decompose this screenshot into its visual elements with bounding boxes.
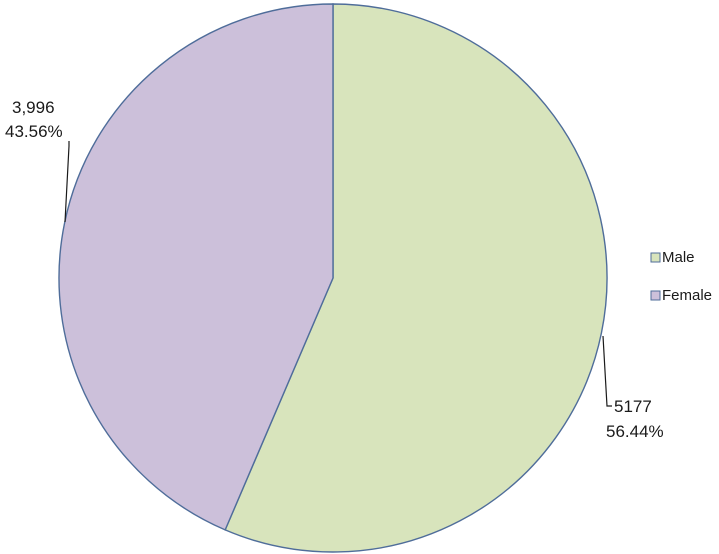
female-leader-line [64,141,70,223]
legend-swatch-male [650,252,661,263]
legend-item-male: Male [650,249,695,266]
legend-label-female: Female [662,287,712,304]
female-value-label: 3,996 [12,98,55,117]
legend-swatch-female [650,290,661,301]
female-callout: 3,996 43.56% [5,98,70,223]
pie-slice-male [224,3,608,553]
male-percent-label: 56.44% [606,422,664,441]
legend: Male Female [650,249,712,304]
pie-slices [58,3,608,553]
female-percent-label: 43.56% [5,122,63,141]
legend-item-female: Female [650,287,712,304]
pie-slice-female [58,3,334,531]
legend-label-male: Male [662,249,695,266]
male-value-label: 5177 [614,397,652,416]
male-callout: 5177 56.44% [602,335,664,441]
male-leader-line [602,335,612,407]
